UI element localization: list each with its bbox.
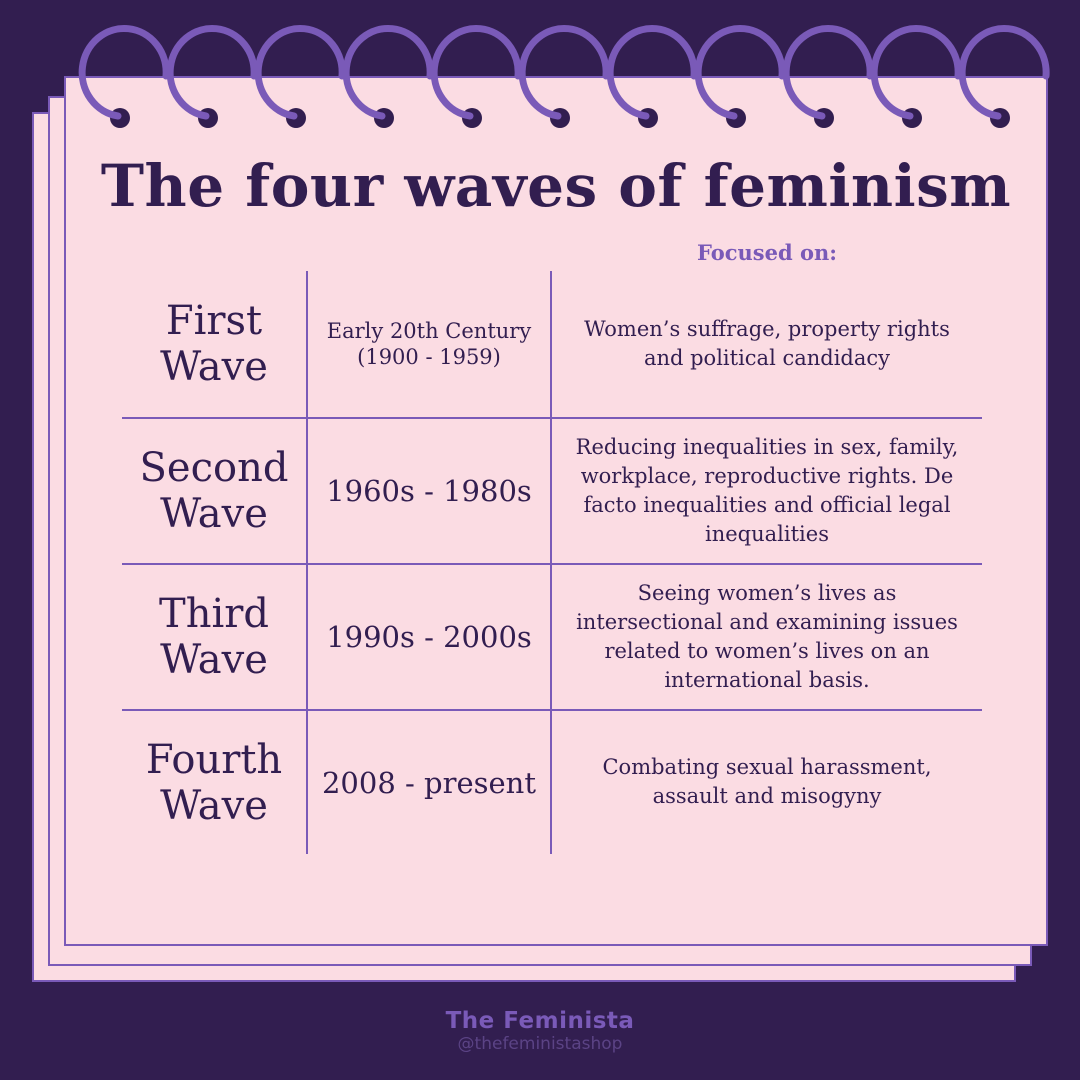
wave-focus-first: Women’s suffrage, property rights and po…: [584, 317, 950, 370]
wave-name-line1: Third: [159, 591, 269, 637]
row-divider-3: [122, 709, 982, 711]
wave-name-line1: Second: [139, 445, 289, 491]
wave-focus-fourth: Combating sexual harassment, assault and…: [602, 755, 932, 808]
footer-brand: The Feminista: [445, 1008, 635, 1034]
focused-on-header: Focused on:: [696, 240, 838, 265]
wave-name-line2: Wave: [160, 637, 268, 683]
wave-name-line2: Wave: [160, 782, 268, 829]
row-divider-1: [122, 417, 982, 419]
wave-name-line1: Fourth: [145, 736, 283, 783]
wave-period-fourth: 2008 - present: [321, 765, 536, 800]
wave-focus-third: Seeing women’s lives as intersectional a…: [576, 581, 958, 692]
wave-period-third: 1990s - 2000s: [326, 620, 532, 654]
column-divider-2: [550, 271, 552, 854]
row-divider-2: [122, 563, 982, 565]
wave-name-third: Third Wave: [122, 565, 306, 709]
wave-name-second: Second Wave: [122, 419, 306, 563]
wave-name-line1: First: [165, 298, 263, 344]
wave-name-first: First Wave: [122, 271, 306, 417]
page-title: The four waves of feminism: [100, 152, 1012, 220]
wave-focus-second: Reducing inequalities in sex, family, wo…: [575, 435, 959, 546]
wave-name-fourth: Fourth Wave: [122, 711, 306, 854]
wave-name-line2: Wave: [160, 344, 268, 390]
wave-name-line2: Wave: [160, 491, 268, 537]
footer-handle: @thefeministashop: [457, 1034, 623, 1054]
column-divider-1: [306, 271, 308, 854]
wave-period-second: 1960s - 1980s: [326, 474, 532, 508]
wave-period-first: Early 20th Century (1900 - 1959): [326, 319, 532, 369]
notebook-page: [64, 76, 1048, 946]
